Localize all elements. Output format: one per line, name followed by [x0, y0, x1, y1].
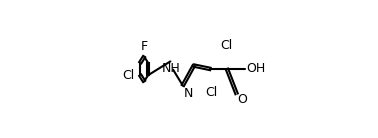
Text: NH: NH — [162, 62, 180, 75]
Text: F: F — [141, 40, 148, 53]
Text: OH: OH — [246, 63, 265, 75]
Text: O: O — [238, 93, 248, 106]
Text: N: N — [184, 87, 194, 100]
Text: Cl: Cl — [205, 86, 217, 99]
Text: Cl: Cl — [220, 39, 232, 52]
Text: Cl: Cl — [122, 69, 134, 82]
